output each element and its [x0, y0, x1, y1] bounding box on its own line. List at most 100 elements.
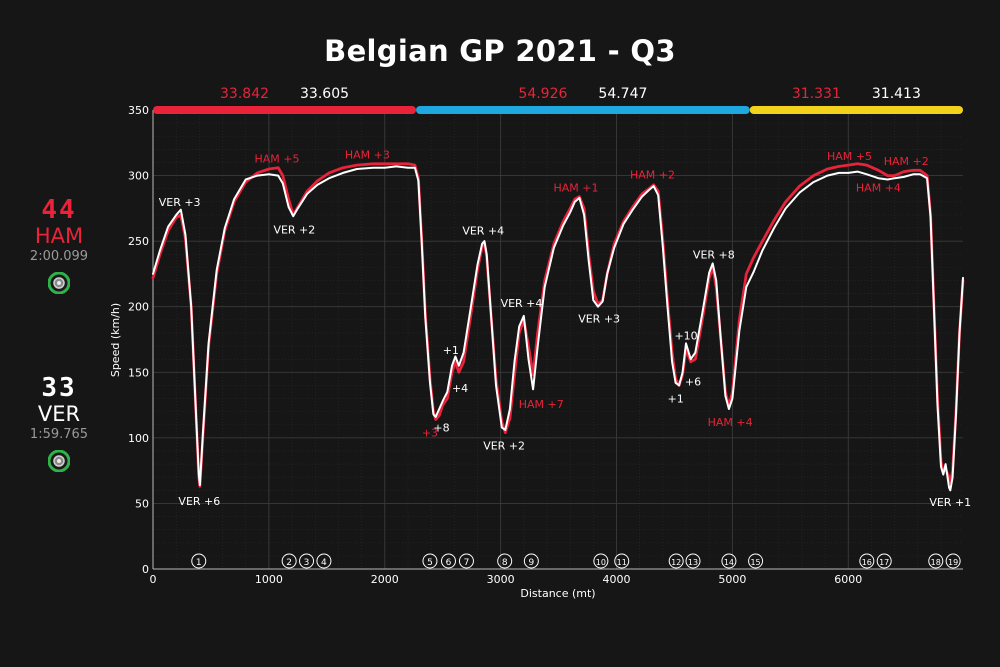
- annotation-label: +8: [433, 421, 449, 434]
- annotation-label: VER +4: [501, 297, 543, 310]
- sector-time-ver: 31.413: [872, 86, 921, 102]
- corner-marker-circle: [422, 553, 438, 569]
- annotation-label: +1: [668, 393, 684, 406]
- annotation-label: HAM +7: [519, 398, 564, 411]
- annotation-label: HAM +3: [345, 149, 390, 162]
- driver-ver-panel: 33 VER 1:59.765: [0, 374, 118, 472]
- corner-marker-label: 17: [879, 558, 889, 567]
- driver-number: 44: [41, 195, 77, 225]
- corner-marker-circle: [859, 553, 875, 569]
- annotation-label: HAM +2: [884, 155, 929, 168]
- corner-markers: 1 2 3 4 5 6 7 8 9 10 11 12 13 14 15 16 17 18 19: [191, 553, 961, 569]
- x-tick-label: 0: [150, 573, 157, 586]
- series-lines: [151, 162, 965, 492]
- x-tick-label: 3000: [487, 573, 515, 586]
- corner-marker-label: 14: [724, 558, 734, 567]
- corner-marker-circle: [928, 553, 944, 569]
- corner-marker-circle: [748, 553, 764, 569]
- annotation-label: +4: [452, 382, 468, 395]
- corner-marker-label: 16: [862, 558, 872, 567]
- annotation-label: HAM +1: [553, 181, 598, 194]
- corner-marker-circle: [593, 553, 609, 569]
- corner-marker-circle: [876, 553, 892, 569]
- annotation-label: VER +8: [693, 248, 735, 261]
- lap-time: 1:59.765: [29, 427, 89, 442]
- annotation-label: +1: [443, 344, 459, 357]
- sector-time-ham: 33.842: [220, 86, 269, 102]
- series-line-ver: [152, 165, 964, 492]
- y-tick-label: 50: [135, 497, 149, 510]
- annotation-label: VER +3: [159, 196, 201, 209]
- y-tick-label: 100: [128, 432, 149, 445]
- corner-marker-label: 9: [528, 558, 534, 568]
- annotation-label: VER +2: [273, 223, 315, 236]
- y-tick-label: 250: [128, 235, 149, 248]
- corner-marker-circle: [614, 553, 630, 569]
- y-tick-label: 150: [128, 366, 149, 379]
- corner-marker-circle: [299, 553, 315, 569]
- y-tick-label: 0: [142, 563, 149, 576]
- corner-marker-label: 18: [931, 558, 941, 567]
- corner-marker-circle: [721, 553, 737, 569]
- minor-grid: [152, 109, 963, 570]
- corner-marker-circle: [440, 553, 456, 569]
- x-tick-label: 2000: [371, 573, 399, 586]
- x-tick-label: 6000: [834, 573, 862, 586]
- y-tick-label: 300: [128, 170, 149, 183]
- corner-marker-label: 3: [304, 558, 310, 568]
- corner-marker-label: 13: [688, 558, 698, 567]
- corner-marker-label: 2: [286, 558, 292, 568]
- corner-marker-circle: [458, 553, 474, 569]
- annotation-label: VER +3: [578, 313, 620, 326]
- annotation-label: HAM +2: [630, 168, 675, 181]
- lap-time: 2:00.099: [29, 249, 89, 264]
- corner-marker-circle: [497, 553, 513, 569]
- driver-code: VER: [37, 402, 81, 426]
- y-tick-label: 200: [128, 301, 149, 314]
- annotation-label: VER +6: [178, 495, 220, 508]
- corner-marker-circle: [668, 553, 684, 569]
- sector-bars: 33.842 33.605 54.926 54.747 31.331 31.413: [153, 86, 963, 114]
- annotation-label: +10: [674, 330, 697, 343]
- annotation-label: HAM +5: [254, 153, 299, 166]
- corner-marker-label: 4: [321, 558, 327, 568]
- y-tick-label: 350: [128, 104, 149, 117]
- driver-ham-panel: 44 HAM 2:00.099: [0, 196, 118, 294]
- corner-marker-circle: [281, 553, 297, 569]
- annotation-label: VER +4: [462, 225, 504, 238]
- corner-marker-label: 1: [196, 558, 202, 568]
- sector-time-ham: 54.926: [518, 86, 567, 102]
- corner-marker-circle: [945, 553, 961, 569]
- corner-marker-label: 11: [617, 558, 627, 567]
- annotations: VER +3 VER +6 HAM +5 VER +2 HAM +3 +1 +4 +3+8 VE…: [159, 149, 971, 510]
- tyre-soft-icon: [48, 272, 70, 294]
- axis-ticks: 0 50 100 150 200 250 300 350 0 1000 2000 3000 4000 50…: [128, 104, 862, 586]
- chart-title: Belgian GP 2021 - Q3: [324, 34, 676, 68]
- annotation-label: VER +1: [929, 496, 971, 509]
- y-axis-label: Speed (km/h): [109, 303, 122, 377]
- corner-marker-circle: [685, 553, 701, 569]
- corner-marker-label: 6: [446, 558, 452, 568]
- corner-marker-label: 19: [948, 558, 958, 567]
- corner-marker-label: 8: [502, 558, 508, 568]
- corner-marker-label: 12: [671, 558, 681, 567]
- corner-marker-circle: [523, 553, 539, 569]
- tyre-soft-icon: [48, 450, 70, 472]
- sector-time-ver: 54.747: [598, 86, 647, 102]
- x-tick-label: 5000: [718, 573, 746, 586]
- annotation-label: VER +2: [483, 440, 525, 453]
- corner-marker-label: 7: [464, 558, 470, 568]
- corner-marker-label: 10: [596, 558, 606, 567]
- x-axis-label: Distance (mt): [520, 587, 595, 600]
- x-tick-label: 1000: [255, 573, 283, 586]
- corner-marker-circle: [316, 553, 332, 569]
- x-tick-label: 4000: [603, 573, 631, 586]
- corner-marker-label: 5: [427, 558, 433, 568]
- sector-time-ver: 33.605: [300, 86, 349, 102]
- driver-code: HAM: [34, 224, 84, 248]
- corner-marker-label: 15: [750, 558, 760, 567]
- annotation-label: HAM +4: [708, 416, 753, 429]
- driver-number: 33: [41, 373, 77, 403]
- annotation-label: +3: [422, 427, 438, 440]
